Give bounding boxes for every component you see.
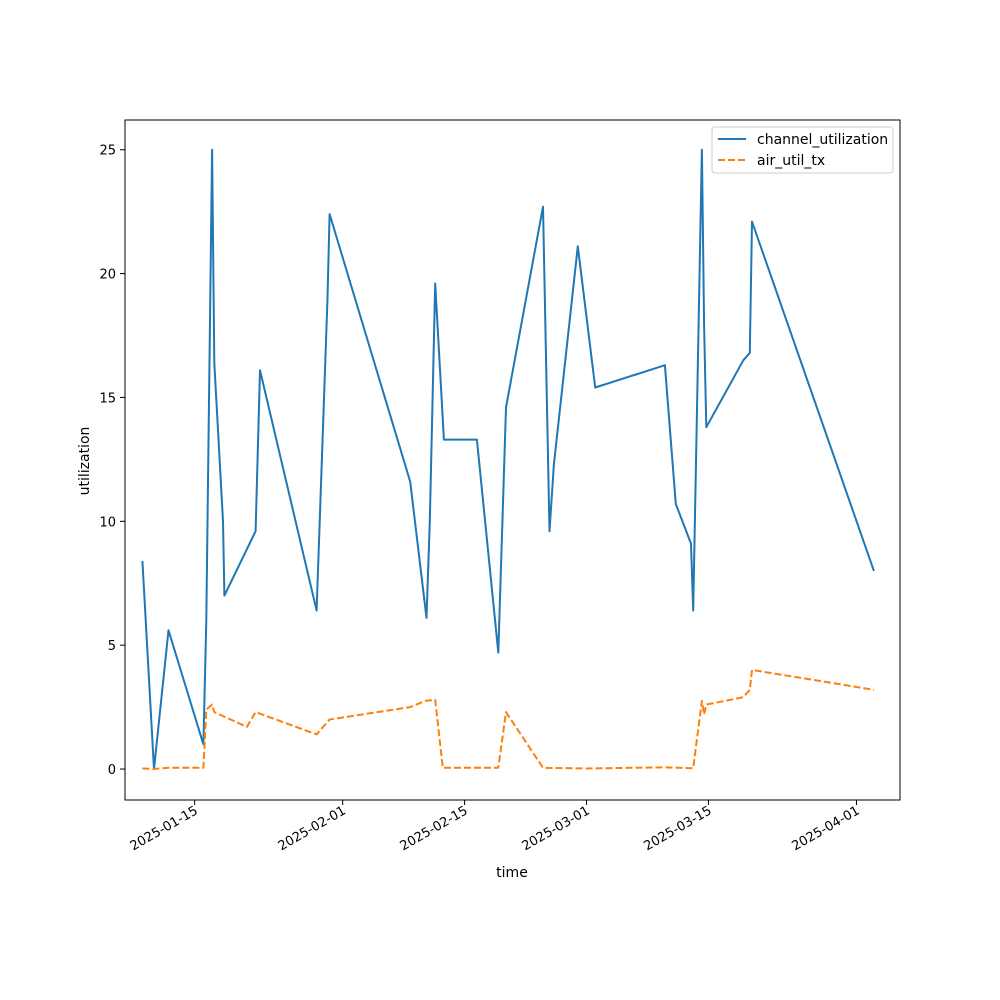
plot-area bbox=[125, 120, 900, 800]
x-tick-label: 2025-03-15 bbox=[641, 803, 714, 854]
y-tick-label: 0 bbox=[108, 763, 116, 778]
x-tick-label: 2025-01-15 bbox=[128, 803, 201, 854]
y-axis: 0 5 10 15 20 25 bbox=[99, 144, 125, 778]
x-tick-label: 2025-03-01 bbox=[520, 803, 593, 854]
plot-frame bbox=[124, 119, 901, 801]
x-axis: 2025-01-15 2025-02-01 2025-02-15 2025-03-01… bbox=[128, 800, 863, 854]
series-line-channel-utilization bbox=[141, 148, 875, 770]
y-tick-label: 10 bbox=[99, 515, 116, 530]
series-layer bbox=[141, 148, 875, 770]
series-line-air-util-tx bbox=[142, 668, 875, 770]
x-tick-label: 2025-02-15 bbox=[398, 803, 471, 854]
legend-box bbox=[711, 126, 894, 174]
legend-label-air-util-tx: air_util_tx bbox=[757, 153, 825, 169]
x-axis-label: time bbox=[496, 865, 528, 881]
y-tick-label: 20 bbox=[99, 268, 116, 283]
y-tick-label: 15 bbox=[99, 391, 116, 406]
x-tick-label: 2025-04-01 bbox=[790, 803, 863, 854]
y-axis-label: utilization bbox=[77, 427, 93, 496]
x-tick-label: 2025-02-01 bbox=[276, 803, 349, 854]
y-tick-label: 5 bbox=[108, 639, 116, 654]
legend-label-channel-utilization: channel_utilization bbox=[757, 132, 888, 148]
y-tick-label: 25 bbox=[99, 144, 116, 159]
legend: channel_utilization air_util_tx bbox=[711, 126, 894, 174]
